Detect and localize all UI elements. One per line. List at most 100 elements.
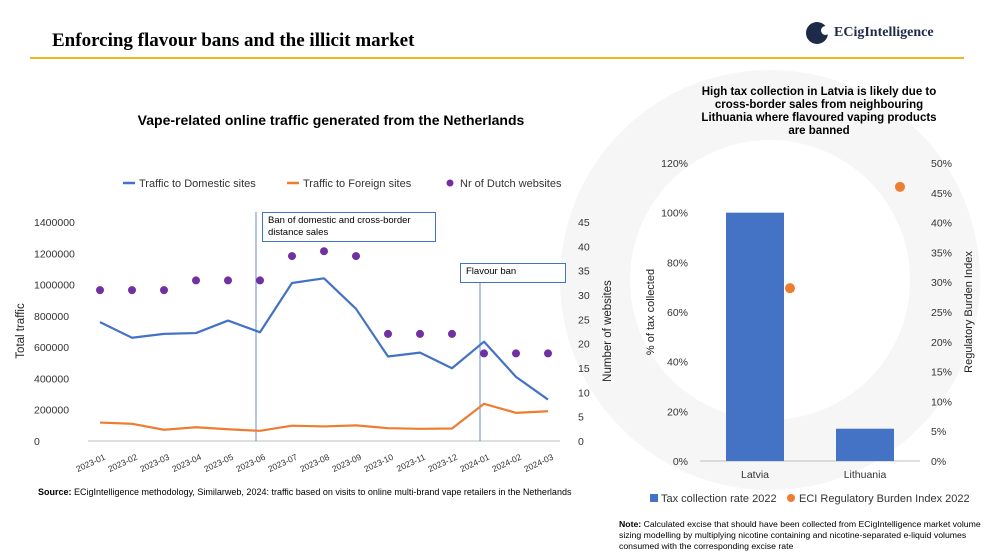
right-y-tick: 30: [578, 290, 590, 302]
x-tick-label: 2024-02: [490, 452, 523, 474]
left-y-tick: 0: [34, 436, 40, 448]
x-tick-label: 2023-03: [138, 452, 171, 474]
tax-y-tick: 20%: [667, 406, 688, 418]
logo-icon: [806, 22, 830, 44]
websites-point: [192, 276, 200, 285]
burden-y-tick: 45%: [931, 188, 952, 200]
left-y-tick: 400000: [34, 373, 69, 385]
legend-label: Nr of Dutch websites: [460, 178, 562, 190]
x-tick-label: 2024-03: [522, 452, 555, 474]
burden-index-point: [895, 181, 905, 192]
legend-marker-websites: [446, 179, 454, 187]
x-tick-label: 2024-01: [458, 452, 491, 474]
x-tick-label: 2023-05: [202, 452, 235, 474]
right-y-tick: 15: [578, 363, 590, 375]
burden-y-tick: 40%: [931, 218, 952, 230]
x-tick-label: 2023-06: [234, 452, 267, 474]
tax-y-tick: 100%: [661, 208, 688, 220]
tax-bar-latvia: [726, 212, 784, 461]
legend-marker-burden: [787, 494, 795, 502]
domestic-traffic-line: [99, 277, 549, 401]
legend-marker-tax: [650, 494, 658, 502]
websites-point: [224, 276, 232, 285]
annotation-flavour-ban: Flavour ban: [460, 263, 566, 283]
burden-y-tick: 15%: [931, 367, 952, 379]
x-tick-label: 2023-11: [395, 452, 427, 474]
tax-bar-lithuania: [836, 428, 894, 461]
tax-y-tick: 120%: [661, 158, 688, 170]
left-y-tick: 200000: [34, 405, 69, 417]
websites-point: [416, 329, 424, 338]
tax-y-axis-title: % of tax collected: [645, 269, 657, 355]
x-tick-label: 2023-07: [266, 452, 299, 474]
websites-point: [320, 247, 328, 256]
left-y-tick: 600000: [34, 342, 69, 354]
right-y-tick: 45: [578, 217, 590, 229]
websites-point: [512, 349, 520, 358]
left-y-tick: 1200000: [34, 248, 75, 260]
right-y-tick: 40: [578, 241, 590, 253]
note-text: Calculated excise that should have been …: [619, 519, 981, 551]
tax-y-tick: 60%: [667, 307, 688, 319]
title-underline: [30, 57, 964, 59]
legend-label: Traffic to Domestic sites: [139, 178, 256, 190]
right-y-tick: 35: [578, 266, 590, 278]
right-y-tick: 0: [578, 436, 584, 448]
note-label: Note:: [619, 519, 642, 529]
x-tick-label: 2023-01: [74, 452, 107, 474]
legend-label: Traffic to Foreign sites: [303, 178, 412, 190]
left-y-tick: 800000: [34, 311, 69, 323]
left-chart-title: Vape-related online traffic generated fr…: [137, 112, 525, 128]
burden-y-tick: 25%: [931, 307, 952, 319]
x-tick-label: 2023-09: [330, 452, 363, 474]
legend-label: ECI Regulatory Burden Index 2022: [799, 493, 970, 505]
websites-point: [96, 286, 104, 295]
source-text: ECigIntelligence methodology, Similarweb…: [71, 487, 572, 497]
x-tick-label: 2023-12: [426, 452, 459, 474]
logo-text: ECigIntelligence: [834, 25, 934, 40]
right-y-tick: 5: [578, 412, 584, 424]
page-title: Enforcing flavour bans and the illicit m…: [52, 30, 415, 51]
source-note: Source: ECigIntelligence methodology, Si…: [38, 487, 571, 497]
burden-y-tick: 5%: [931, 426, 946, 438]
tax-y-tick: 0%: [673, 456, 688, 468]
annotation-ban: Ban of domestic and cross-border distanc…: [262, 212, 436, 242]
websites-point: [160, 286, 168, 295]
x-tick-label: 2023-08: [298, 452, 331, 474]
foreign-traffic-line: [99, 402, 549, 432]
left-y-tick: 1400000: [34, 217, 75, 229]
left-y-axis-title: Total traffic: [15, 303, 27, 359]
websites-point: [480, 349, 488, 358]
right-y-tick: 20: [578, 339, 590, 351]
country-label: Latvia: [741, 469, 769, 481]
burden-y-tick: 30%: [931, 277, 952, 289]
burden-y-tick: 20%: [931, 337, 952, 349]
x-tick-label: 2023-02: [106, 452, 139, 474]
left-y-tick: 1000000: [34, 280, 75, 292]
tax-y-tick: 80%: [667, 257, 688, 269]
right-y-tick: 25: [578, 314, 590, 326]
websites-point: [352, 252, 360, 261]
burden-index-point: [785, 283, 795, 294]
source-label: Source:: [38, 487, 72, 497]
country-label: Lithuania: [844, 469, 887, 481]
brand-logo: ECigIntelligence: [806, 22, 934, 44]
x-tick-label: 2023-04: [170, 452, 203, 474]
right-y-tick: 10: [578, 387, 590, 399]
websites-point: [288, 252, 296, 261]
burden-y-tick: 10%: [931, 396, 952, 408]
websites-point: [128, 286, 136, 295]
right-chart-title: High tax collection in Latvia is likely …: [701, 86, 937, 137]
tax-y-tick: 40%: [667, 357, 688, 369]
burden-y-tick: 35%: [931, 247, 952, 259]
websites-point: [256, 276, 264, 285]
x-tick-label: 2023-10: [362, 452, 395, 474]
websites-point: [544, 349, 552, 358]
websites-point: [448, 329, 456, 338]
footnote: Note: Calculated excise that should have…: [619, 519, 989, 552]
right-y-axis-title: Number of websites: [602, 280, 614, 382]
burden-y-tick: 0%: [931, 456, 946, 468]
legend-label: Tax collection rate 2022: [661, 493, 777, 505]
websites-point: [384, 329, 392, 338]
